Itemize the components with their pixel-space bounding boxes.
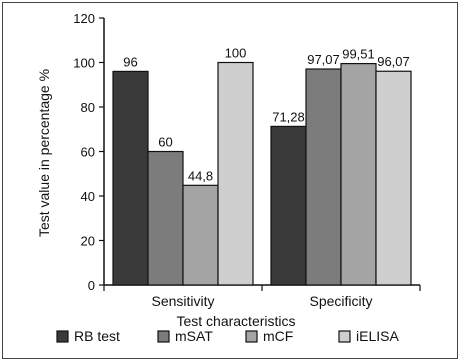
y-tick-label: 120 [73,11,95,26]
legend-swatch [245,330,258,343]
legend-label: RB test [74,328,120,344]
bar-value-label: 99,51 [342,47,375,62]
x-category-label: Specificity [309,293,372,309]
legend-label: mCF [263,328,293,344]
legend-swatch [157,330,170,343]
bar-rb-test-sensitivity [112,70,149,286]
bar-rb-test-specificity [270,125,307,286]
y-axis-title: Test value in percentage % [36,69,52,237]
x-axis-title: Test characteristics [176,313,295,329]
bar-value-label: 71,28 [272,109,305,124]
y-tick-label: 20 [81,234,95,249]
legend-swatch [338,330,351,343]
bar-msat-specificity [305,68,342,286]
y-tick-label: 0 [88,278,95,293]
legend-label: iELISA [356,328,399,344]
bar-mcf-specificity [340,62,377,286]
y-tick-label: 100 [73,56,95,71]
bar-ielisa-sensitivity [217,61,254,286]
x-category-label: Sensitivity [151,293,214,309]
y-tick-label: 60 [81,145,95,160]
bar-value-label: 97,07 [307,52,340,67]
bars [112,61,412,286]
bar-mcf-sensitivity [182,184,219,286]
bar-value-label: 60 [158,135,172,150]
legend-swatch [56,330,69,343]
bar-value-label: 100 [225,46,247,61]
bar-value-label: 44,8 [188,168,213,183]
legend-label: mSAT [175,328,213,344]
y-tick-label: 80 [81,100,95,115]
bar-ielisa-specificity [375,70,412,286]
y-tick-label: 40 [81,189,95,204]
y-axis-ticks: 0 20 40 60 80 100 120 [73,11,104,293]
legend: RB test mSAT mCF iELISA [56,328,399,344]
bar-value-label: 96 [123,54,137,69]
x-axis-ticks: Sensitivity Specificity [103,285,421,309]
bar-msat-sensitivity [147,150,184,286]
bar-value-label: 96,07 [377,54,410,69]
